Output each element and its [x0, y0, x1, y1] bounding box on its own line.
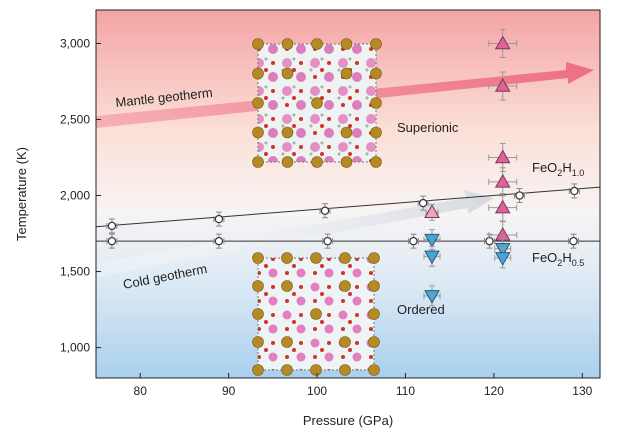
FeO2H1.0-point	[320, 206, 330, 215]
superionic-point	[494, 35, 511, 50]
y-tick-label: 2,000	[60, 189, 90, 203]
feo2h05-label: FeO2H0.5	[532, 250, 584, 268]
x-tick-label: 120	[484, 384, 504, 398]
FeO2H1.0-point	[418, 198, 428, 208]
ordered-structure-image	[252, 252, 380, 376]
FeO2H0.5-point	[323, 236, 332, 246]
FeO2H1.0-point	[107, 221, 117, 231]
y-axis-label: Temperature (K)	[14, 147, 29, 241]
ordered-point	[494, 252, 511, 266]
superionic-structure-image	[252, 38, 382, 168]
ordered-point	[424, 233, 440, 248]
FeO2H1.0-point	[515, 191, 524, 200]
FeO2H0.5-point	[485, 236, 494, 246]
superionic-point	[424, 204, 440, 218]
x-axis: 80 90 100 110 120 130	[134, 373, 593, 398]
y-tick-label: 1,000	[60, 341, 90, 355]
ordered-point	[424, 250, 440, 265]
FeO2H1.0-point	[214, 214, 224, 224]
superionic-point	[494, 149, 511, 164]
ordered-point	[424, 290, 440, 304]
plot-frame	[95, 9, 601, 379]
y-tick-label: 1,500	[60, 265, 90, 279]
x-tick-label: 80	[134, 384, 148, 398]
superionic-point	[494, 199, 511, 214]
x-tick-label: 100	[307, 384, 327, 398]
FeO2H0.5-point	[409, 236, 418, 246]
superionic-label: Superionic	[397, 120, 459, 135]
feo2h10-label: FeO2H1.0	[532, 160, 584, 178]
FeO2H0.5-point	[214, 236, 224, 246]
superionic-point	[494, 173, 511, 188]
y-tick-label: 3,000	[60, 36, 90, 50]
y-axis: 1,000 1,500 2,000 2,500 3,000	[60, 36, 101, 355]
FeO2H0.5-point	[569, 236, 578, 246]
x-tick-label: 110	[396, 384, 415, 398]
ordered-label: Ordered	[397, 302, 445, 317]
y-tick-label: 2,500	[60, 112, 90, 126]
FeO2H0.5-point	[107, 236, 117, 246]
cold-geotherm-arrow	[96, 190, 494, 277]
FeO2H1.0-point	[570, 186, 579, 196]
x-tick-label: 90	[222, 384, 236, 398]
x-axis-label: Pressure (GPa)	[303, 413, 393, 428]
x-tick-label: 130	[572, 384, 592, 398]
superionic-point	[494, 78, 511, 92]
